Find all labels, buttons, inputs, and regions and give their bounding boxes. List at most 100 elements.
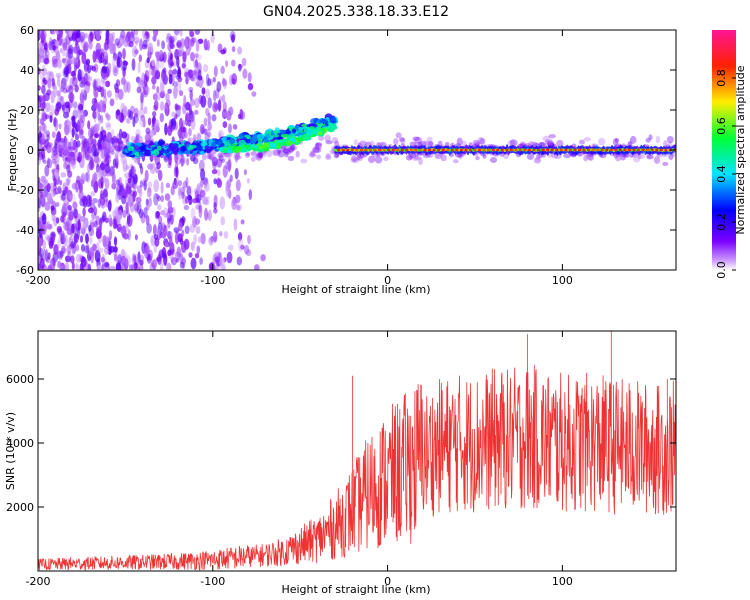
heatmap-cell [153, 104, 158, 111]
heatmap-cell [179, 90, 184, 97]
heatmap-cell [165, 150, 171, 158]
heatmap-cell [77, 49, 83, 56]
heatmap-cell [257, 151, 264, 159]
heatmap-cell [199, 123, 205, 135]
heatmap-cell [99, 162, 106, 171]
heatmap-cell [80, 256, 87, 268]
heatmap-cell [82, 219, 88, 232]
heatmap-cell [237, 113, 242, 120]
chart-title: GN04.2025.338.18.33.E12 [263, 4, 449, 20]
heatmap-cell [52, 30, 56, 35]
heatmap-cell [241, 57, 247, 67]
heatmap-cell [620, 155, 626, 161]
heatmap-cell [279, 129, 285, 135]
heatmap-cell [231, 59, 236, 67]
heatmap-cell [65, 151, 72, 157]
heatmap-cell [257, 149, 264, 153]
heatmap-cell [650, 148, 654, 152]
heatmap-cell [341, 148, 345, 152]
heatmap-cell [94, 30, 101, 39]
heatmap-cell [251, 91, 257, 97]
heatmap-cell [62, 149, 70, 154]
heatmap-cell [222, 47, 227, 54]
heatmap-cell [464, 148, 468, 152]
heatmap-cell [113, 246, 118, 253]
heatmap-cell [189, 36, 195, 48]
heatmap-cell [387, 148, 391, 152]
heatmap-cell [66, 244, 72, 255]
heatmap-cell [146, 223, 152, 234]
heatmap-cell [39, 71, 45, 81]
heatmap-cell [91, 139, 97, 144]
heatmap-cell [382, 148, 386, 152]
heatmap-cell [40, 136, 46, 142]
heatmap-cell [93, 110, 97, 124]
heatmap-cell [96, 142, 102, 147]
heatmap-cell [226, 251, 233, 264]
heatmap-cell [46, 142, 52, 154]
heatmap-cell [91, 143, 97, 157]
heatmap-cell [79, 175, 84, 186]
heatmap-cell [68, 92, 74, 101]
heatmap-cell [134, 234, 138, 241]
heatmap-cell [160, 262, 164, 270]
heatmap-cell [114, 145, 123, 152]
heatmap-cell [659, 148, 663, 152]
heatmap-cell [58, 123, 62, 130]
heatmap-cell [85, 243, 90, 253]
heatmap-cell [122, 48, 126, 60]
heatmap-cell [86, 146, 92, 154]
heatmap-cell [70, 115, 76, 122]
heatmap-cell [142, 84, 149, 96]
heatmap-cell [174, 48, 179, 60]
heatmap-cell [197, 236, 203, 243]
heatmap-cell [83, 147, 89, 156]
x-tick-label: -200 [26, 274, 51, 287]
heatmap-cell [68, 30, 73, 38]
heatmap-cell [623, 148, 627, 152]
heatmap-cell [171, 35, 178, 42]
heatmap-cell [324, 134, 331, 143]
heatmap-cell [75, 187, 79, 193]
heatmap-cell [134, 30, 139, 36]
heatmap-cell [184, 196, 189, 204]
heatmap-cell [587, 148, 591, 152]
heatmap-cell [195, 193, 202, 203]
heatmap-cell [38, 255, 41, 263]
heatmap-cell [180, 186, 185, 196]
heatmap-cell [309, 126, 315, 130]
heatmap-cell [251, 150, 258, 158]
heatmap-cell [75, 30, 81, 39]
heatmap-cell [195, 40, 200, 53]
heatmap-cell [221, 149, 228, 153]
heatmap-cell [545, 139, 550, 145]
heatmap-cell [104, 55, 109, 63]
heatmap-cell [637, 153, 646, 159]
heatmap-cell [255, 153, 263, 161]
heatmap-cell [195, 204, 201, 210]
heatmap-cell [118, 39, 125, 46]
heatmap-cell [188, 104, 192, 112]
heatmap-cell [632, 155, 641, 163]
heatmap-cell [67, 170, 73, 178]
heatmap-cell [68, 85, 74, 94]
heatmap-cell [182, 56, 186, 69]
heatmap-cell [211, 114, 217, 122]
heatmap-cell [59, 83, 66, 92]
heatmap-cell [145, 245, 150, 256]
heatmap-cell [43, 144, 52, 149]
heatmap-cell [217, 99, 222, 112]
heatmap-cell [106, 90, 112, 98]
heatmap-cell [42, 239, 47, 251]
heatmap-cell [221, 108, 228, 120]
heatmap-cell [85, 154, 93, 161]
heatmap-cell [106, 142, 113, 150]
heatmap-cell [89, 236, 93, 245]
heatmap-cell [179, 30, 183, 37]
colorbar: 0.0 0.2 0.4 0.6 0.8 Normalized spectral ampl… [712, 30, 747, 279]
heatmap-cell [152, 258, 157, 270]
heatmap-cell [200, 178, 204, 188]
heatmap-cell [221, 108, 228, 118]
heatmap-cell [63, 111, 69, 119]
